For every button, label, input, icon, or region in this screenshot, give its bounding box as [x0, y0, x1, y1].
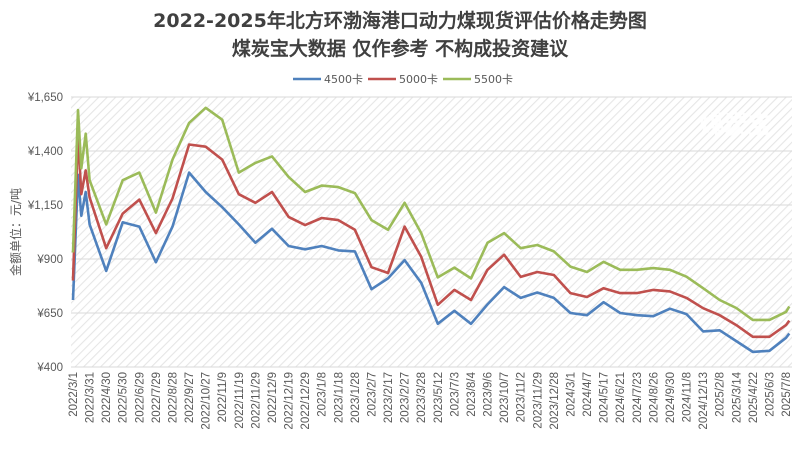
series-lines	[71, 106, 791, 354]
x-tick-label: 2024/7/23	[632, 372, 644, 423]
y-tick-label: ¥1,150	[27, 200, 63, 212]
x-tick-label: 2022/10/27	[201, 372, 213, 430]
x-tick-label: 2022/12/9	[267, 372, 279, 423]
y-tick-label: ¥650	[36, 308, 63, 320]
x-tick-label: 2025/7/8	[781, 372, 793, 417]
x-tick-label: 2022/5/30	[118, 372, 130, 423]
x-tick-label: 2024/4/7	[582, 372, 594, 417]
x-tick-label: 2023/5/12	[433, 372, 445, 423]
legend-label: 4500卡	[324, 73, 363, 86]
legend-label: 5000卡	[399, 73, 438, 86]
x-tick-label: 2023/11/2	[516, 372, 528, 422]
x-tick-label: 2024/3/1	[565, 372, 577, 417]
x-tick-label: 2023/12/28	[549, 372, 561, 430]
x-tick-label: 2022/9/27	[184, 372, 196, 423]
x-tick-label: 2025/4/22	[748, 372, 760, 423]
x-tick-label: 2024/5/17	[599, 372, 611, 423]
legend-label: 5500卡	[474, 73, 513, 86]
x-axis: 2022/3/1 2022/3/31 2022/4/30 2022/5/30 2022/…	[68, 371, 793, 429]
x-tick-label: 2022/11/9	[217, 372, 229, 422]
series-line-4500	[71, 171, 791, 354]
x-tick-label: 2024/11/8	[682, 372, 694, 422]
x-tick-label: 2024/12/13	[698, 372, 710, 430]
y-tick-label: ¥1,650	[27, 92, 63, 104]
x-tick-label: 2023/11/29	[532, 372, 544, 429]
x-tick-label: 2022/6/29	[134, 372, 146, 423]
x-tick-label: 2025/2/8	[715, 372, 727, 417]
x-tick-label: 2023/2/17	[383, 372, 395, 423]
x-tick-label: 2022/7/29	[151, 372, 163, 423]
plot-area	[71, 97, 792, 367]
x-tick-label: 2025/6/3	[764, 372, 776, 417]
x-tick-label: 2022/11/19	[234, 372, 246, 429]
series-line-5000	[71, 132, 791, 339]
legend: 4500卡 5000卡 5500卡	[293, 73, 513, 86]
x-tick-label: 2023/10/7	[499, 372, 511, 423]
x-tick-label: 2023/9/6	[483, 372, 495, 417]
x-tick-label: 2023/2/27	[400, 372, 412, 423]
y-tick-label: ¥400	[36, 362, 63, 374]
x-tick-label: 2022/11/29	[250, 372, 262, 429]
x-tick-label: 2022/3/1	[68, 372, 80, 417]
x-tick-label: 2024/9/30	[665, 372, 677, 423]
x-tick-label: 2023/7/3	[449, 372, 461, 417]
x-tick-label: 2022/4/30	[101, 372, 113, 423]
y-axis: ¥400 ¥650 ¥900 ¥1,150 ¥1,400 ¥1,650	[27, 92, 63, 374]
x-tick-label: 2023/1/8	[317, 372, 329, 417]
x-tick-label: 2022/3/31	[85, 372, 97, 423]
x-tick-label: 2022/12/29	[300, 372, 312, 430]
x-tick-label: 2022/12/19	[284, 372, 296, 430]
x-tick-label: 2022/8/28	[167, 372, 179, 423]
y-tick-label: ¥1,400	[27, 146, 63, 158]
x-tick-label: 2023/2/7	[366, 372, 378, 417]
chart-title: 2022-2025年北方环渤海港口动力煤现货评估价格走势图	[153, 9, 647, 32]
y-tick-label: ¥900	[36, 254, 63, 266]
series-line-5500	[71, 106, 791, 322]
x-tick-label: 2023/1/28	[350, 372, 362, 423]
x-tick-label: 2024/8/26	[648, 372, 660, 423]
y-axis-title: 金额单位：元/吨	[8, 188, 23, 276]
x-tick-label: 2023/8/4	[466, 371, 478, 416]
x-tick-label: 2024/6/21	[615, 372, 627, 423]
x-tick-label: 2023/1/18	[333, 372, 345, 423]
x-tick-label: 2023/3/28	[416, 372, 428, 423]
chart-subtitle: 煤炭宝大数据 仅作参考 不构成投资建议	[232, 37, 569, 60]
watermark: 煤炭宝	[700, 111, 772, 139]
x-tick-label: 2025/3/14	[731, 371, 743, 423]
